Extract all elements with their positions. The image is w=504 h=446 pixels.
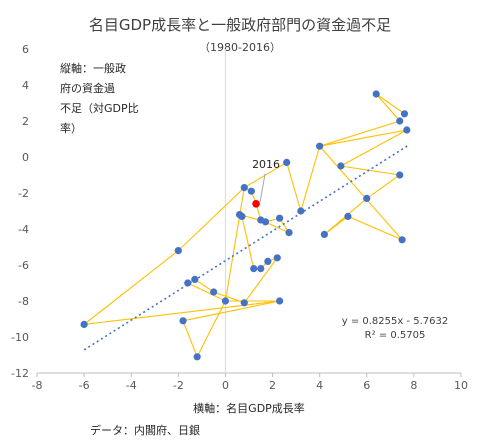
y-tick-label: -8 — [18, 295, 29, 308]
data-point — [337, 162, 345, 170]
y-tick-label: -12 — [11, 367, 29, 380]
y-axis-title-line-3: 不足（対GDP比 — [60, 101, 139, 115]
connecting-path — [82, 93, 408, 359]
highlight-point — [252, 200, 260, 208]
data-point — [240, 184, 248, 192]
y-axis-title-line-4: 率） — [60, 121, 82, 135]
highlight-label: 2016 — [252, 158, 280, 171]
data-point — [264, 257, 272, 265]
data-point — [221, 297, 230, 305]
data-point — [297, 207, 305, 215]
data-point — [257, 216, 265, 224]
x-tick-label: 0 — [222, 379, 229, 392]
data-point — [396, 171, 404, 179]
y-axis-title-line-2: 府の資金過 — [60, 81, 115, 95]
y-tick-label: 0 — [22, 151, 29, 164]
y-tick-label: 2 — [22, 115, 29, 128]
data-point — [320, 230, 328, 238]
y-tick-label: 6 — [22, 43, 29, 56]
data-points — [80, 90, 411, 361]
x-tick-label: -8 — [32, 379, 43, 392]
x-tick-label: -6 — [79, 379, 90, 392]
chart-title: 名目GDP成長率と一般政府部門の資金過不足 — [89, 16, 391, 34]
y-tick-label: -10 — [11, 331, 29, 344]
y-axis-title: 縦軸：一般政 府の資金過 不足（対GDP比 率） — [60, 61, 139, 135]
year-path — [82, 93, 408, 359]
data-point — [179, 317, 187, 325]
data-point — [235, 211, 244, 219]
x-tick-label: -4 — [126, 379, 137, 392]
y-tick-label: -4 — [18, 223, 29, 236]
x-tick-label: 4 — [316, 379, 323, 392]
y-tick-label: -6 — [18, 259, 29, 272]
data-point — [191, 275, 199, 283]
data-point — [400, 110, 409, 118]
trendline — [83, 144, 410, 351]
data-point — [247, 187, 255, 195]
chart-subtitle: （1980-2016） — [199, 41, 281, 54]
data-point — [316, 142, 324, 150]
x-tick-label: 2 — [269, 379, 276, 392]
x-tick-label: 8 — [410, 379, 417, 392]
data-point — [240, 299, 248, 307]
highlight-leader — [259, 173, 266, 202]
data-point — [398, 236, 406, 244]
x-tick-label: -2 — [173, 379, 184, 392]
trendline-r2: R² = 0.5705 — [365, 330, 426, 341]
data-point — [250, 265, 258, 273]
data-point — [184, 279, 192, 287]
data-point — [276, 214, 284, 222]
x-tick-label: 10 — [454, 379, 468, 392]
y-tick-label: -2 — [18, 187, 29, 200]
data-point — [372, 90, 380, 98]
data-point — [283, 158, 291, 166]
x-axis-title: 横軸：名目GDP成長率 — [193, 401, 305, 415]
highlight — [252, 173, 266, 208]
axes: -12 -10 -8 -6 -4 -2 0 2 4 6 -8 -6 -4 -2 0 2 4 6 8 10 — [11, 43, 468, 392]
y-tick-label: 4 — [22, 79, 29, 92]
data-point — [344, 212, 352, 220]
trendline-line — [83, 144, 410, 351]
data-point — [396, 117, 404, 125]
trendline-equation: y = 0.8255x - 5.7632 — [342, 316, 449, 327]
data-point — [257, 265, 265, 273]
data-point — [276, 297, 284, 305]
data-point — [210, 288, 218, 296]
data-point — [403, 126, 411, 134]
x-tick-label: 6 — [363, 379, 370, 392]
y-axis-title-line-1: 縦軸：一般政 — [60, 61, 126, 75]
data-point — [363, 194, 371, 202]
data-point — [285, 229, 293, 237]
data-point — [80, 320, 88, 328]
data-point — [174, 247, 182, 255]
data-point — [193, 353, 201, 361]
source-note: データ：内閣府、日銀 — [90, 423, 200, 437]
data-point — [273, 254, 281, 262]
